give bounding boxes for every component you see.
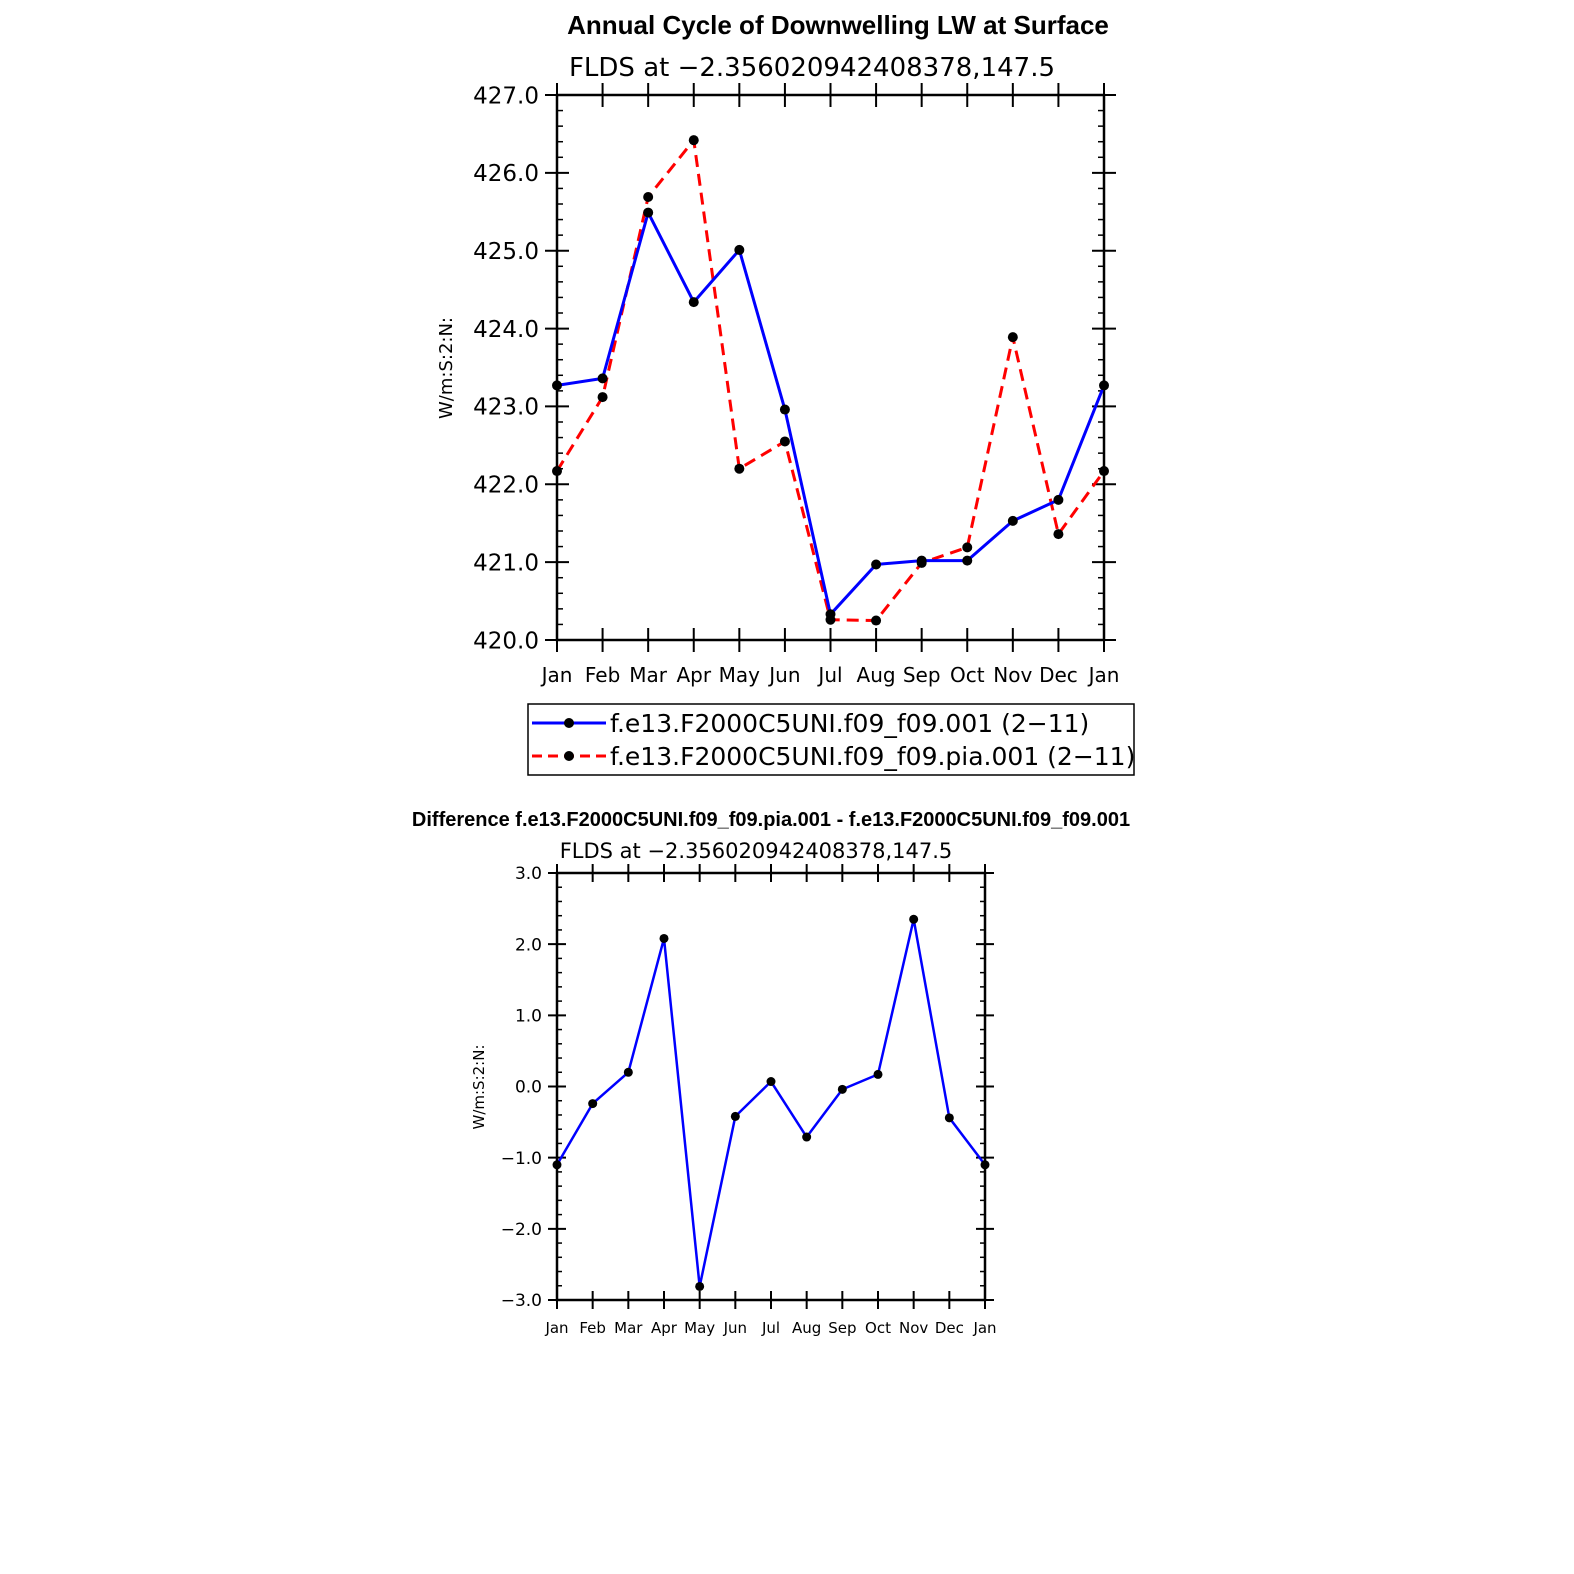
series-0-point — [779, 404, 790, 415]
series-0-point — [588, 1099, 598, 1109]
legend-item-pia: f.e13.F2000C5UNI.f09_f09.pia.001 (2−11) — [610, 742, 1135, 771]
series-line-0 — [556, 211, 1106, 616]
x-tick-label: May — [719, 663, 761, 687]
series-1-point — [688, 135, 699, 146]
series-0-point — [552, 1160, 562, 1170]
series-1-point — [871, 615, 882, 626]
chart1-title: Annual Cycle of Downwelling LW at Surfac… — [567, 10, 1109, 40]
series-1-point — [779, 436, 790, 447]
series-1-point — [962, 542, 973, 553]
y-tick-label: 426.0 — [473, 161, 539, 187]
y-tick-label: 422.0 — [473, 473, 539, 499]
x-tick-label: Nov — [993, 663, 1032, 687]
series-0-point — [688, 297, 699, 308]
series-1-point — [825, 614, 836, 625]
series-1-point — [643, 191, 654, 202]
series-0-point — [944, 1113, 954, 1123]
series-1-point — [1007, 332, 1018, 343]
x-tick-label: Jan — [540, 663, 573, 687]
y-tick-label: −2.0 — [501, 1220, 542, 1240]
x-tick-label: Mar — [614, 1319, 643, 1337]
series-0-point — [962, 555, 973, 566]
y-tick-label: 421.0 — [473, 550, 539, 576]
y-tick-label: 423.0 — [473, 395, 539, 421]
series-1-point — [734, 463, 745, 474]
series-0-point — [980, 1160, 990, 1170]
x-tick-label: May — [684, 1319, 715, 1337]
series-0-point — [802, 1132, 812, 1142]
series-0-point — [695, 1281, 705, 1291]
series-0-point — [734, 244, 745, 255]
series-0-point — [837, 1084, 847, 1094]
chart2-ylabel: W/m:S:2:N: — [470, 1045, 488, 1130]
series-1-point — [552, 466, 562, 477]
x-tick-label: Apr — [676, 663, 711, 687]
y-tick-label: 1.0 — [515, 1006, 542, 1026]
y-tick-label: 2.0 — [515, 935, 542, 955]
series-0-point — [873, 1069, 883, 1079]
x-tick-label: Oct — [865, 1319, 891, 1337]
x-tick-label: Jul — [761, 1319, 780, 1337]
x-tick-label: Sep — [828, 1319, 856, 1337]
series-0-point — [730, 1111, 740, 1121]
x-tick-label: Jul — [816, 663, 842, 687]
plot-frame — [555, 871, 987, 1302]
y-tick-label: 427.0 — [473, 83, 539, 109]
y-tick-label: 424.0 — [473, 317, 539, 343]
x-tick-label: Jan — [1087, 663, 1120, 687]
series-1-point — [1099, 466, 1109, 477]
series-0-point — [1053, 494, 1064, 505]
x-tick-label: Feb — [585, 663, 620, 687]
series-0-point — [659, 933, 669, 943]
series-1-point — [916, 557, 927, 568]
chart2-title: Difference f.e13.F2000C5UNI.f09_f09.pia.… — [412, 809, 1130, 831]
series-0-point — [766, 1077, 776, 1087]
chart1-legend: f.e13.F2000C5UNI.f09_f09.001 (2−11) f.e1… — [527, 703, 1135, 776]
x-tick-label: Nov — [899, 1319, 928, 1337]
series-1-point — [597, 392, 608, 403]
x-tick-label: Sep — [903, 663, 941, 687]
series-0-point — [597, 373, 608, 384]
x-tick-label: Aug — [792, 1319, 821, 1337]
legend-item-control: f.e13.F2000C5UNI.f09_f09.001 (2−11) — [610, 709, 1089, 738]
y-tick-label: 420.0 — [473, 628, 539, 654]
x-tick-label: Oct — [950, 663, 985, 687]
x-tick-label: Apr — [651, 1319, 678, 1337]
series-0-point — [1007, 515, 1018, 526]
x-tick-label: Dec — [1039, 663, 1078, 687]
x-tick-label: Jun — [767, 663, 800, 687]
chart2-subtitle: FLDS at −2.356020942408378,147.5 — [560, 839, 953, 863]
y-tick-label: 0.0 — [515, 1078, 542, 1098]
y-tick-label: 425.0 — [473, 239, 539, 265]
series-0-point — [871, 559, 882, 570]
chart1-ylabel: W/m:S:2:N: — [436, 317, 457, 419]
x-tick-label: Feb — [579, 1319, 606, 1337]
x-tick-label: Mar — [629, 663, 668, 687]
series-line-0 — [555, 918, 986, 1288]
series-0-point — [643, 207, 654, 218]
series-0-point — [623, 1067, 633, 1077]
chart1-subtitle: FLDS at −2.356020942408378,147.5 — [569, 53, 1055, 83]
series-1-point — [1053, 529, 1064, 540]
x-tick-label: Jun — [723, 1319, 747, 1337]
series-0-point — [1099, 380, 1109, 391]
x-tick-label: Jan — [972, 1319, 996, 1337]
x-tick-label: Dec — [935, 1319, 964, 1337]
series-0-point — [552, 380, 562, 391]
y-tick-label: −3.0 — [501, 1291, 542, 1311]
y-tick-label: −1.0 — [501, 1149, 542, 1169]
x-tick-label: Aug — [857, 663, 896, 687]
series-0-point — [909, 914, 919, 924]
series-line-1 — [555, 138, 1106, 623]
x-tick-label: Jan — [544, 1319, 568, 1337]
plot-frame — [555, 93, 1106, 642]
y-tick-label: 3.0 — [515, 864, 542, 884]
